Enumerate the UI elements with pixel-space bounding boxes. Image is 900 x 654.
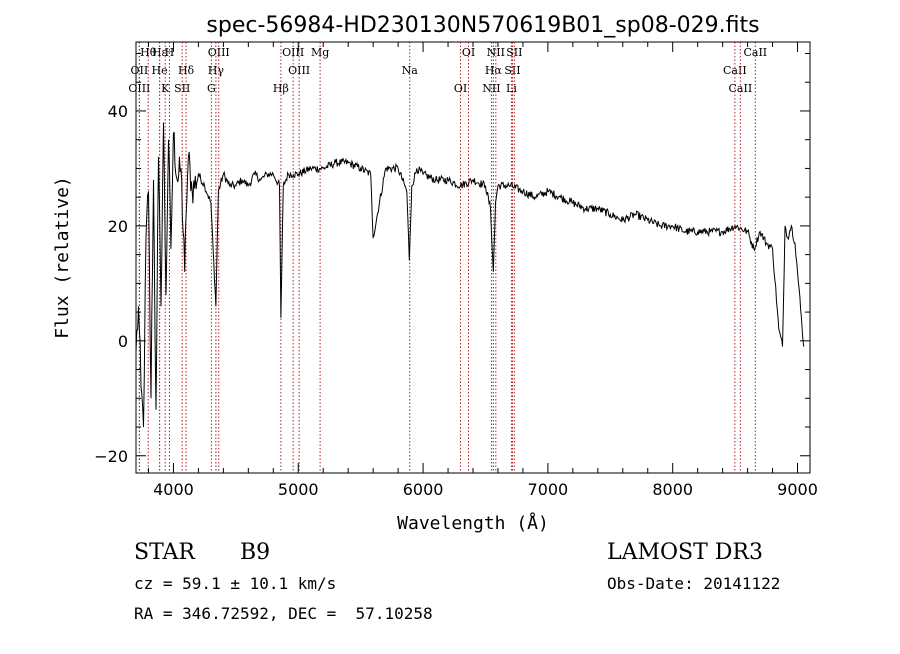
subclass: B9 [240,540,271,565]
x-tick-label: 9000 [777,480,818,499]
y-tick-label: −20 [94,447,128,466]
spectral-line-label: OI [462,46,475,59]
spectral-line-label: SII [506,46,522,59]
spectral-line-label: NII [482,82,500,95]
spectral-line-label: Hδ [178,64,195,77]
spectral-line-label: SII [504,64,520,77]
spectral-line-label: Na [402,64,419,77]
spectral-line-label: Mg [311,46,329,59]
x-tick-label: 8000 [652,480,693,499]
y-tick-label: 0 [118,332,128,351]
spectral-line-label: OIII [208,46,230,59]
spectral-line-label: Hγ [208,64,225,77]
spectral-line-label: OIII [128,82,150,95]
spectral-line-label: SII [174,82,190,95]
y-tick-label: 40 [108,102,128,121]
spectral-line-markers: HθOIIOIIIHεHeKHHδSIIOIIIHγGOIIIOIIIHβMgN… [128,42,767,473]
coordinates-text: RA = 346.72592, DEC = 57.10258 [134,604,433,623]
chart-title: spec-56984-HD230130N570619B01_sp08-029.f… [206,13,759,38]
spectral-line-label: He [152,64,168,77]
survey-label: LAMOST DR3 [607,540,763,565]
spectral-line-label: OIII [282,46,304,59]
spectral-line-label: CaII [743,46,767,59]
x-tick-label: 7000 [528,480,569,499]
spectrum-flux-line [136,122,805,428]
spectral-line-label: OI [454,82,467,95]
x-tick-label: 4000 [153,480,194,499]
x-tick-label: 6000 [403,480,444,499]
plot-frame [135,41,811,474]
spectral-line-label: Hθ [140,46,157,59]
spectral-line-label: OIII [288,64,310,77]
obs-date: Obs-Date: 20141122 [607,574,781,593]
y-axis-label: Flux (relative) [52,176,73,339]
velocity-text: cz = 59.1 ± 10.1 km/s [134,574,337,593]
x-tick-label: 5000 [278,480,319,499]
x-axis-label: Wavelength (Å) [397,512,549,534]
spectral-line-label: Hβ [273,82,289,95]
object-class: STAR [134,540,195,565]
spectral-line-label: NII [487,46,505,59]
spectral-line-label: H [165,46,175,59]
spectral-line-label: G [207,82,216,95]
spectral-line-label: Hα [485,64,503,77]
spectral-line-label: CaII [729,82,753,95]
y-tick-label: 20 [108,217,128,236]
spectral-line-label: CaII [723,64,747,77]
spectral-line-label: K [161,82,170,95]
spectral-line-label: Li [506,82,517,95]
